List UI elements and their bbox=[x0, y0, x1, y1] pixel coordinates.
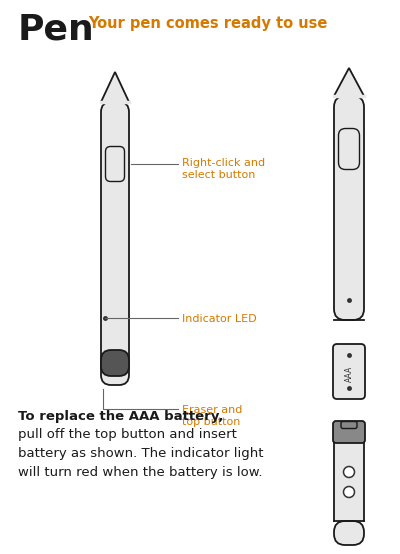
Text: Right-click and
select button: Right-click and select button bbox=[182, 158, 265, 179]
FancyBboxPatch shape bbox=[101, 102, 129, 385]
FancyBboxPatch shape bbox=[341, 422, 357, 428]
Text: To replace the AAA battery,: To replace the AAA battery, bbox=[18, 410, 224, 423]
FancyBboxPatch shape bbox=[338, 129, 360, 170]
FancyBboxPatch shape bbox=[106, 146, 124, 182]
Text: Your pen comes ready to use: Your pen comes ready to use bbox=[88, 16, 327, 31]
FancyBboxPatch shape bbox=[334, 96, 364, 320]
Text: Eraser and
top button: Eraser and top button bbox=[182, 405, 242, 427]
FancyBboxPatch shape bbox=[101, 350, 129, 376]
FancyBboxPatch shape bbox=[334, 442, 364, 521]
Circle shape bbox=[344, 466, 354, 478]
FancyBboxPatch shape bbox=[333, 421, 365, 443]
FancyBboxPatch shape bbox=[333, 344, 365, 399]
FancyBboxPatch shape bbox=[334, 521, 364, 545]
Polygon shape bbox=[101, 72, 129, 102]
Text: AAA: AAA bbox=[344, 366, 354, 382]
Polygon shape bbox=[334, 68, 364, 96]
Text: pull off the top button and insert
battery as shown. The indicator light
will tu: pull off the top button and insert batte… bbox=[18, 428, 264, 479]
Circle shape bbox=[344, 486, 354, 497]
Text: Pen: Pen bbox=[18, 12, 95, 46]
Text: Indicator LED: Indicator LED bbox=[182, 314, 257, 324]
